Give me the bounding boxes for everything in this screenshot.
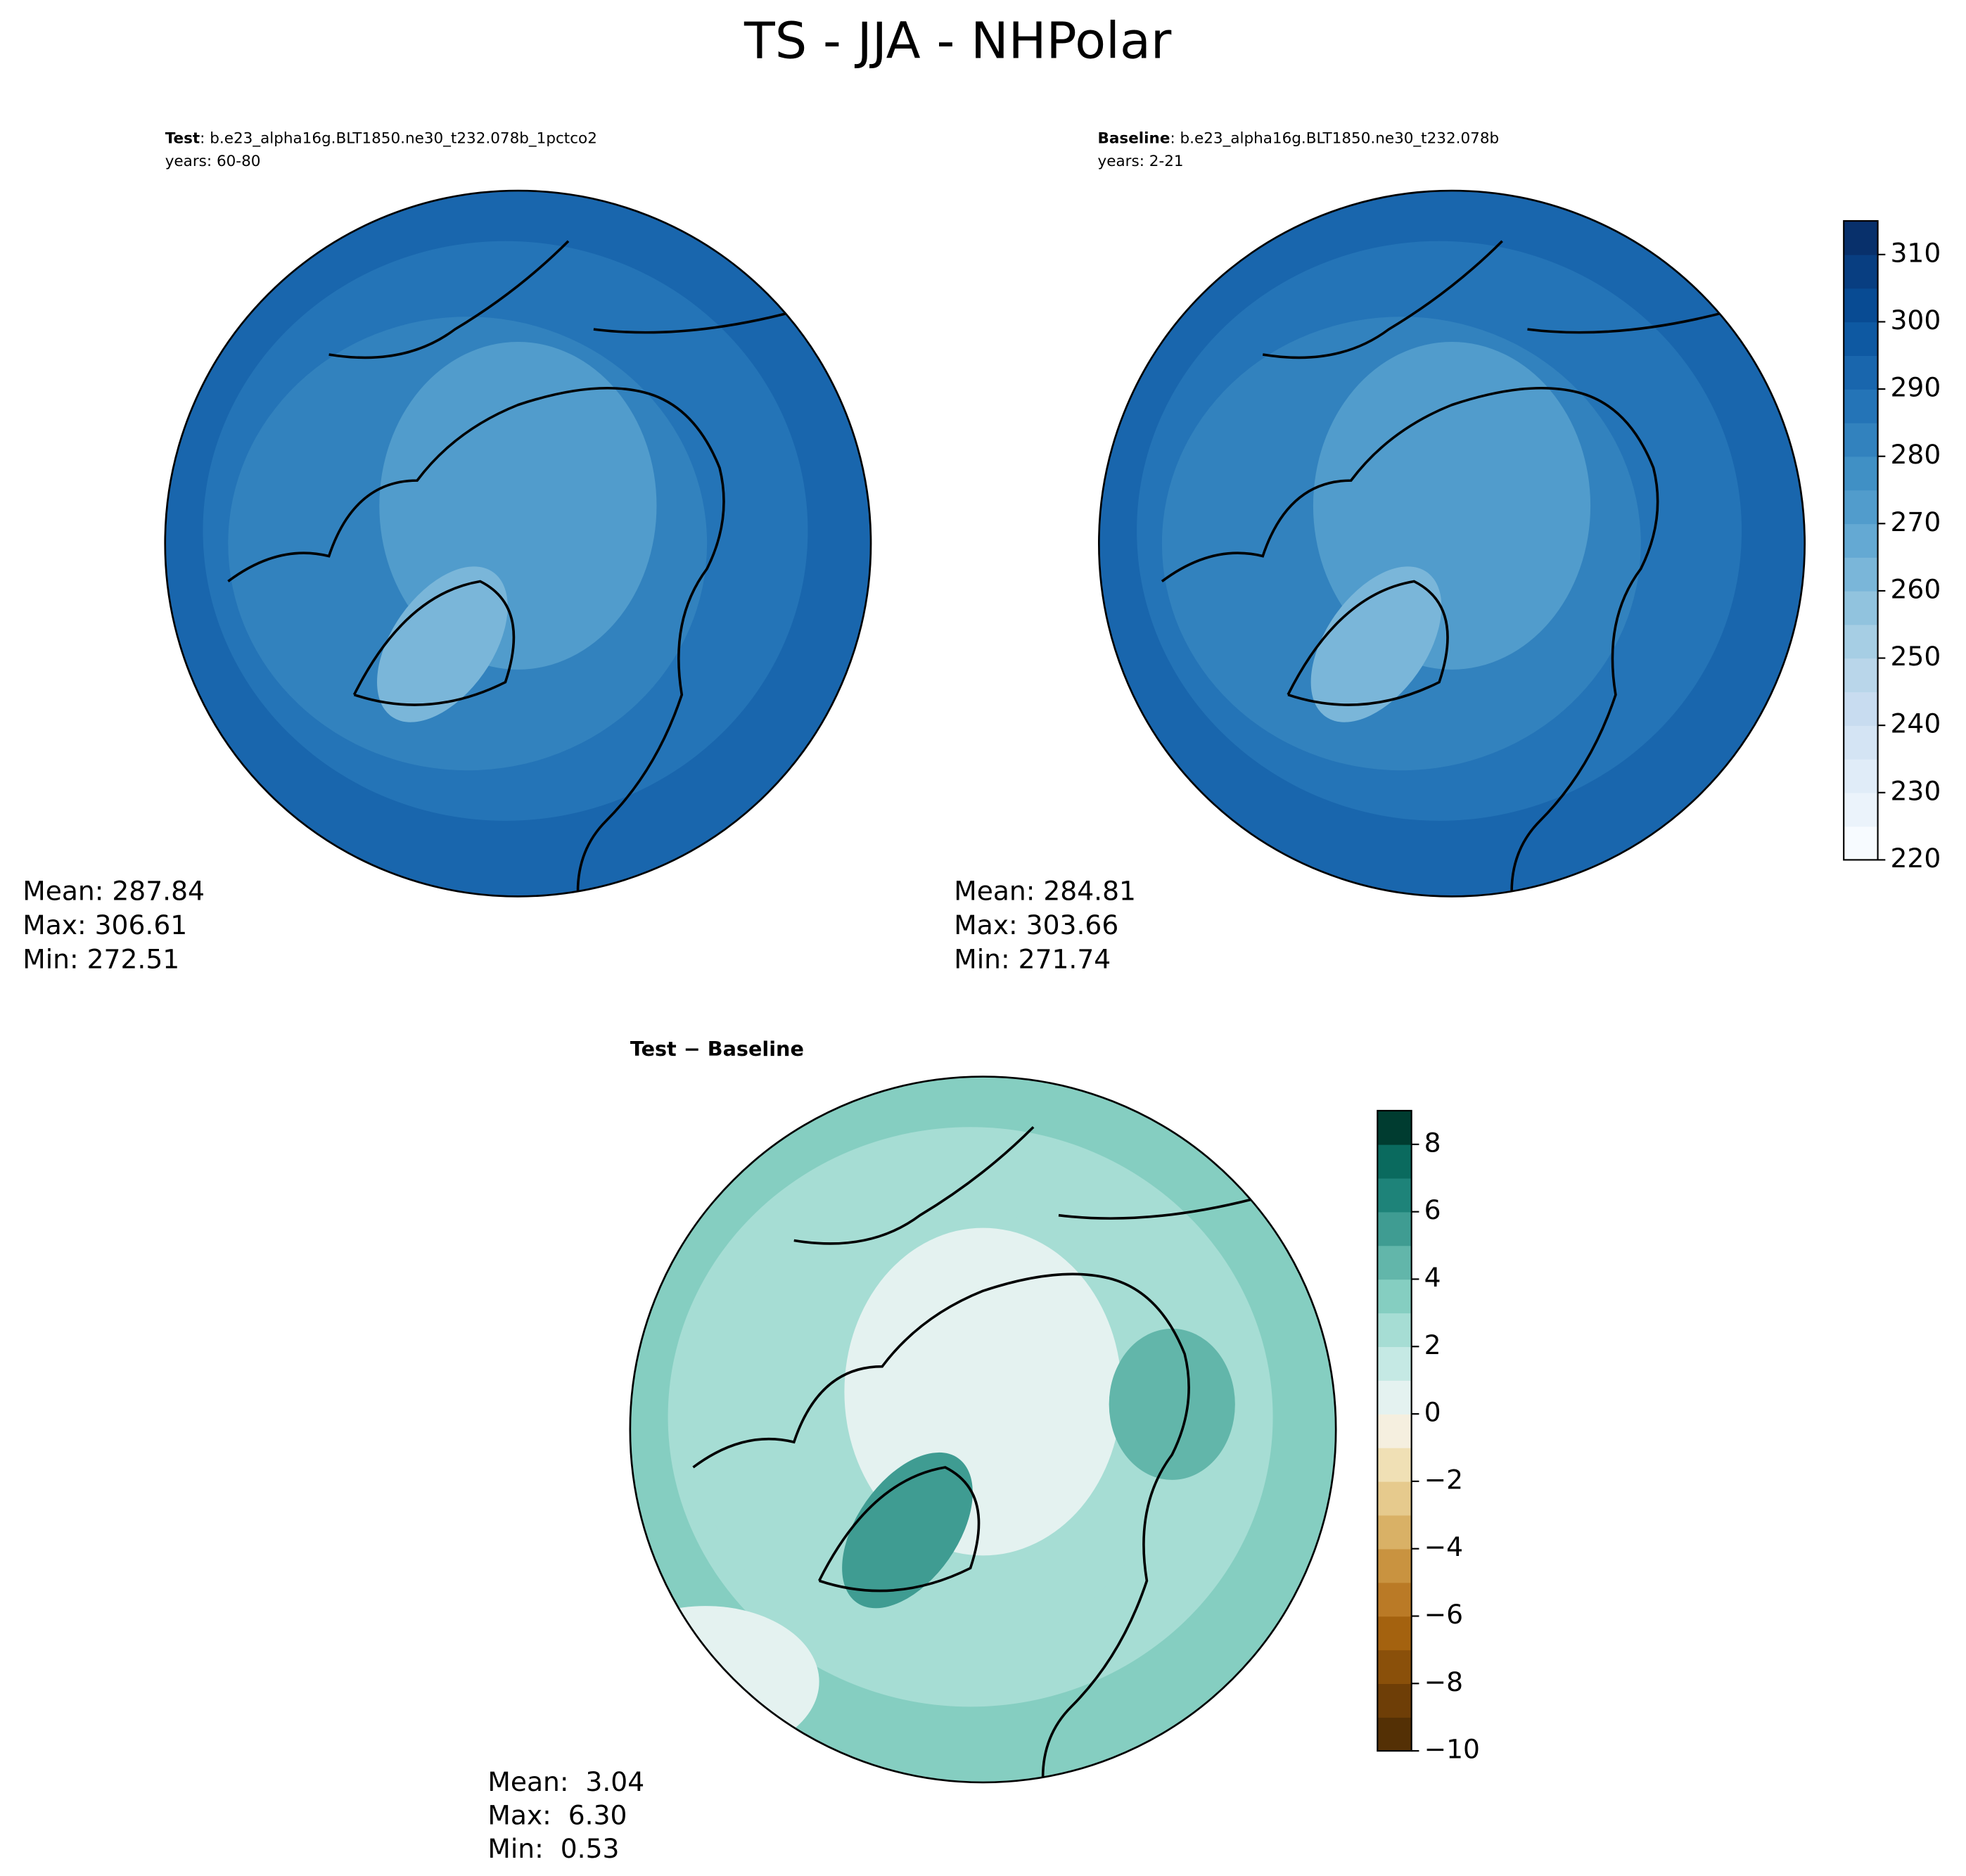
colorbar-tick-label: −10 [1424,1734,1480,1765]
colorbar-tick-label: 290 [1891,372,1941,403]
map-shade [630,1606,819,1758]
colorbar-bin [1844,557,1878,592]
colorbar-bin [1844,355,1878,390]
colorbar-bin [1377,1683,1412,1718]
colorbar-tick-label: 4 [1424,1262,1441,1293]
colorbar-tick-label: 0 [1424,1397,1441,1428]
map-shade [842,1452,973,1609]
colorbar-bin [1377,1110,1412,1145]
colorbar-bin [1377,1717,1412,1751]
map-shade [1109,1328,1235,1480]
colorbar-bin [1844,490,1878,525]
colorbar-bin [1377,1144,1412,1179]
stat-text: Min: 0.53 [487,1833,619,1864]
coastline [1161,240,1755,897]
colorbar-bin [1377,1650,1412,1685]
colorbar-bin [1377,1211,1412,1246]
colorbar-frame [1843,219,1879,861]
colorbar-bin [1844,691,1878,726]
colorbar-bin [1844,422,1878,457]
colorbar-bin [1377,1548,1412,1583]
map [1099,191,1805,897]
colorbar-tick-label: 8 [1424,1127,1441,1158]
colorbar-bin [1377,1481,1412,1516]
colorbar-tick-label: −4 [1424,1531,1463,1562]
colorbar-tick-label: 300 [1891,305,1941,336]
colorbar-tick-label: 250 [1891,641,1941,672]
colorbar-bin [1377,1514,1412,1550]
colorbar-bin [1844,590,1878,625]
colorbar-bin [1844,658,1878,693]
panel-case: : b.e23_alpha16g.BLT1850.ne30_t232.078b_… [200,130,597,148]
stat-text: Max: 303.66 [954,910,1118,940]
map-border [164,189,872,898]
colorbar-bin [1377,1616,1412,1651]
map-shade [377,566,508,722]
figure-title: TS - JJA - NHPolar [743,11,1172,70]
colorbar-bin [1377,1313,1412,1347]
map-border [1097,189,1806,898]
colorbar-bin [1377,1380,1412,1415]
colorbar-tick-label: 230 [1891,775,1941,806]
stat-text: Max: 306.61 [23,910,187,940]
map-border [629,1076,1337,1784]
colorbar-bin [1844,624,1878,659]
colorbar-bin [1844,826,1878,861]
map [630,1076,1336,1782]
coastline [692,1125,1287,1782]
colorbar-bin [1377,1346,1412,1381]
colorbar-tick-label: −2 [1424,1464,1463,1495]
colorbar-bin [1844,758,1878,793]
panel-title: Test: b.e23_alpha16g.BLT1850.ne30_t232.0… [165,130,597,148]
panel-title: Test − Baseline [630,1037,804,1061]
stat-text: Min: 272.51 [23,943,179,974]
panel-case: : b.e23_alpha16g.BLT1850.ne30_t232.078b [1170,130,1499,148]
colorbar-bin [1377,1178,1412,1213]
panel-years: years: 60-80 [165,153,261,170]
colorbar-tick-label: 260 [1891,573,1941,604]
colorbar-tick-label: 270 [1891,506,1941,537]
colorbar-bin [1844,725,1878,760]
stat-text: Max: 6.30 [487,1800,627,1831]
colorbar-tick-label: 220 [1891,843,1941,874]
colorbar-tick-label: 2 [1424,1329,1441,1360]
colorbar-tick-label: 6 [1424,1194,1441,1225]
colorbar-bin [1844,221,1878,255]
colorbar-bin [1844,456,1878,491]
coastline [227,240,821,897]
colorbar-bin [1844,288,1878,323]
colorbar-tick-label: −6 [1424,1599,1463,1630]
colorbar-frame [1377,1109,1412,1752]
map [165,191,872,897]
map-shade [1310,566,1442,722]
colorbar-tick-label: −8 [1424,1666,1463,1697]
stat-text: Mean: 287.84 [23,876,205,907]
colorbar-bin [1844,321,1878,356]
colorbar-tick-label: 280 [1891,439,1941,470]
colorbar-tick-label: 310 [1891,237,1941,268]
panel-title: Baseline: b.e23_alpha16g.BLT1850.ne30_t2… [1098,130,1500,148]
colorbar-bin [1377,1447,1412,1482]
colorbar-bin [1377,1414,1412,1448]
stat-text: Min: 271.74 [954,943,1111,974]
colorbar-bin [1377,1582,1412,1617]
colorbar-tick-label: 240 [1891,708,1941,739]
stat-text: Mean: 3.04 [487,1766,644,1797]
colorbar-bin [1844,389,1878,423]
stat-text: Mean: 284.81 [954,876,1136,907]
colorbar-bin [1844,523,1878,558]
colorbar-bin [1844,792,1878,827]
colorbar-bin [1844,254,1878,289]
panel-years: years: 2-21 [1098,153,1184,170]
colorbar-bin [1377,1279,1412,1314]
panel-label: Test [165,130,200,148]
panel-label: Baseline [1098,130,1170,148]
colorbar-bin [1377,1245,1412,1280]
